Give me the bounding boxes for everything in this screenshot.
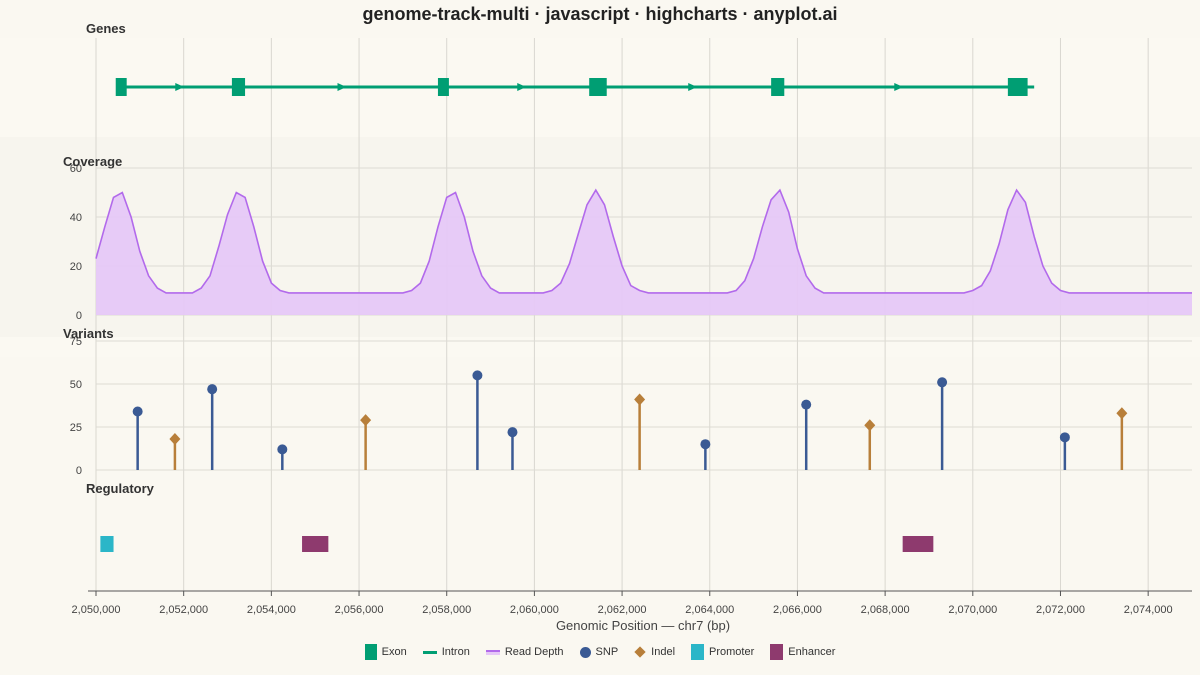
enhancer-region-1: [302, 536, 329, 552]
coverage-ytick-label: 60: [70, 163, 82, 175]
snp-marker-0: [132, 406, 143, 417]
x-tick-label: 2,060,000: [510, 604, 559, 616]
x-tick-label: 2,064,000: [685, 604, 734, 616]
legend-item-snp[interactable]: SNP: [579, 646, 619, 658]
legend-label-snp: SNP: [595, 646, 619, 658]
exon-block-5: [1007, 78, 1028, 96]
indel-marker-10: [864, 419, 876, 432]
exon-block-3: [589, 78, 607, 96]
exon-block-0: [115, 78, 127, 96]
exon-swatch-icon: [364, 644, 377, 660]
coverage-ytick-label: 0: [76, 310, 82, 322]
legend-label-exon: Exon: [381, 646, 407, 658]
indel-marker-13: [1116, 407, 1128, 420]
legend-label-promoter: Promoter: [709, 646, 755, 658]
variants-ytick-label: 25: [70, 422, 82, 434]
snp-marker-3: [277, 444, 288, 455]
strand-arrow-icon-1: [337, 83, 347, 91]
legend-item-exon[interactable]: Exon: [364, 644, 407, 660]
legend-item-enhancer[interactable]: Enhancer: [770, 644, 835, 660]
variants-ytick-label: 0: [76, 465, 82, 477]
coverage-track-label: Coverage: [63, 154, 122, 169]
legend-label-read-depth: Read Depth: [504, 646, 564, 658]
snp-marker-6: [507, 427, 518, 438]
promoter-region-0: [100, 536, 114, 552]
snp-circle-icon: [579, 646, 591, 658]
variants-ytick-label: 50: [70, 379, 82, 391]
x-tick-label: 2,068,000: [861, 604, 910, 616]
genes-track-label: Genes: [86, 21, 126, 36]
indel-diamond-icon: [634, 646, 646, 658]
legend-item-promoter[interactable]: Promoter: [691, 644, 754, 660]
legend-label-enhancer: Enhancer: [788, 646, 836, 658]
snp-marker-12: [1059, 432, 1070, 443]
legend-label-intron: Intron: [441, 646, 470, 658]
strand-arrow-icon-4: [894, 83, 904, 91]
variants-band-top-bg: [0, 337, 1200, 357]
indel-marker-4: [360, 414, 372, 427]
x-tick-label: 2,062,000: [598, 604, 647, 616]
legend: Exon Intron Read Depth SNP Indel Promote…: [0, 644, 1200, 660]
snp-marker-5: [472, 370, 483, 381]
legend-label-indel: Indel: [651, 646, 676, 658]
strand-arrow-icon-2: [517, 83, 527, 91]
snp-marker-8: [700, 439, 711, 450]
variants-track-label: Variants: [63, 326, 114, 341]
snp-marker-9: [801, 399, 812, 410]
strand-arrow-icon-3: [688, 83, 698, 91]
exon-block-2: [437, 78, 449, 96]
x-tick-label: 2,058,000: [422, 604, 471, 616]
intron-line-icon: [422, 650, 437, 654]
variants-ytick-label: 75: [70, 336, 82, 348]
legend-item-indel[interactable]: Indel: [634, 646, 675, 658]
regulatory-track-label: Regulatory: [86, 481, 155, 496]
snp-marker-2: [207, 384, 218, 395]
legend-item-intron[interactable]: Intron: [422, 646, 470, 658]
strand-arrow-icon-0: [175, 83, 185, 91]
enhancer-swatch-icon: [770, 644, 784, 660]
indel-marker-7: [634, 393, 646, 406]
coverage-ytick-label: 20: [70, 261, 82, 273]
x-tick-label: 2,066,000: [773, 604, 822, 616]
coverage-area: [96, 190, 1192, 315]
x-tick-label: 2,070,000: [948, 604, 997, 616]
x-tick-label: 2,072,000: [1036, 604, 1085, 616]
x-tick-label: 2,056,000: [335, 604, 384, 616]
exon-block-4: [771, 78, 785, 96]
enhancer-region-2: [902, 536, 934, 552]
snp-marker-11: [937, 377, 948, 388]
coverage-ytick-label: 40: [70, 212, 82, 224]
coverage-line: [95, 188, 1192, 294]
chart-title: genome-track-multi · javascript · highch…: [362, 4, 838, 24]
x-tick-label: 2,074,000: [1124, 604, 1173, 616]
legend-item-read-depth[interactable]: Read Depth: [485, 646, 564, 658]
read-depth-area-icon: [485, 649, 500, 655]
x-tick-label: 2,052,000: [159, 604, 208, 616]
x-axis-title: Genomic Position — chr7 (bp): [556, 618, 730, 633]
exon-block-1: [231, 78, 246, 96]
x-tick-label: 2,054,000: [247, 604, 296, 616]
indel-marker-1: [169, 433, 181, 446]
x-tick-label: 2,050,000: [72, 604, 121, 616]
promoter-swatch-icon: [691, 644, 705, 660]
